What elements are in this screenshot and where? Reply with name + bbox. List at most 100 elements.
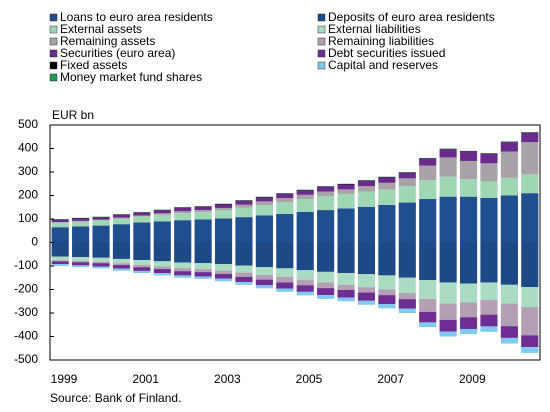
bar-segment — [255, 267, 273, 275]
legend-label: External assets — [60, 22, 142, 36]
bar-segment — [459, 283, 478, 303]
bar-segment — [255, 204, 273, 216]
y-tick-label: -500 — [14, 352, 38, 366]
bar-segment — [398, 242, 416, 278]
bar-segment — [480, 163, 498, 182]
bar-segment — [112, 217, 131, 219]
legend-swatch — [317, 61, 326, 70]
bar-segment — [214, 242, 233, 265]
legend-label: Remaining liabilities — [328, 34, 434, 48]
bar-segment — [521, 142, 539, 175]
bar-segment — [214, 270, 233, 274]
bar-segment — [296, 242, 314, 271]
bar-segment — [439, 149, 457, 158]
bar-segment — [500, 177, 518, 196]
bar-segment — [153, 221, 171, 243]
bar-segment — [500, 337, 518, 344]
bar-segment — [194, 272, 212, 277]
bar-segment — [398, 299, 416, 309]
x-tick-label: 2007 — [377, 372, 404, 386]
bar-segment — [255, 215, 273, 243]
bar-segment — [419, 280, 437, 299]
legend-label: Capital and reserves — [328, 58, 438, 72]
bar-segment — [439, 319, 457, 332]
legend-swatch — [317, 49, 326, 58]
bar-segment — [51, 227, 69, 243]
legend-swatch — [317, 37, 326, 46]
y-tick-label: 400 — [18, 141, 38, 155]
bar-segment — [92, 257, 110, 262]
bar-segment — [296, 270, 314, 280]
bar-segment — [133, 212, 151, 216]
bar-segment — [521, 193, 539, 243]
bar-segment — [92, 263, 110, 267]
bar-segment — [439, 282, 457, 304]
bar-segment — [459, 242, 478, 284]
bar-segment — [296, 285, 314, 292]
bar-segment — [296, 199, 314, 212]
bar-segment — [317, 186, 335, 192]
bar-segment — [112, 215, 131, 218]
bar-segment — [51, 222, 69, 228]
bar-segment — [398, 172, 416, 179]
bar-segment — [357, 300, 376, 305]
legend-label: Deposits of euro area residents — [328, 10, 495, 24]
bar-segment — [521, 347, 539, 353]
bar-segment — [439, 331, 457, 337]
bar-segment — [521, 132, 539, 143]
legend-label: Loans to euro area residents — [60, 10, 213, 24]
y-tick-label: 0 — [31, 235, 38, 249]
bar-segment — [480, 181, 498, 198]
bar-segment — [255, 274, 273, 280]
bar-segment — [235, 272, 253, 277]
bar-segment — [153, 213, 171, 215]
legend-swatch — [49, 25, 58, 34]
bar-segment — [439, 242, 457, 283]
x-tick-label: 2003 — [214, 372, 241, 386]
bar-segment — [194, 210, 212, 212]
bar-segment — [92, 266, 110, 269]
bar-segment — [235, 204, 253, 208]
bar-segment — [337, 193, 355, 209]
bar-segment — [521, 307, 539, 336]
bar-segment — [521, 174, 539, 194]
bar-segment — [317, 210, 335, 243]
bar-segment — [112, 224, 131, 243]
bar-segment — [51, 242, 69, 257]
bar-segment — [276, 282, 294, 289]
bar-segment — [194, 211, 212, 220]
bar-segment — [153, 266, 171, 270]
x-tick-label: 2001 — [132, 372, 159, 386]
bar-segment — [92, 225, 110, 243]
bar-segment — [112, 258, 131, 264]
bar-segment — [398, 178, 416, 187]
bar-segment — [133, 215, 151, 217]
bar-segment — [276, 242, 294, 269]
bar-segment — [174, 262, 192, 269]
bar-segment — [337, 184, 355, 190]
bar-segment — [255, 285, 273, 289]
bar-segment — [459, 160, 478, 180]
bar-segment — [112, 218, 131, 225]
bar-segment — [500, 195, 518, 243]
bar-segment — [214, 207, 233, 211]
legend-label: Fixed assets — [60, 58, 127, 72]
bar-segment — [255, 197, 273, 202]
bar-segment — [357, 186, 376, 192]
bar-segment — [194, 206, 212, 211]
bar-segment — [112, 265, 131, 269]
bar-segment — [133, 267, 151, 271]
bar-segment — [439, 176, 457, 197]
x-tick-label: 1999 — [51, 372, 78, 386]
x-tick-label: 2005 — [296, 372, 323, 386]
bar-segment — [378, 182, 396, 190]
y-tick-label: 200 — [18, 188, 38, 202]
bar-segment — [235, 200, 253, 205]
bar-segment — [214, 204, 233, 208]
bar-segment — [133, 216, 151, 223]
bar-segment — [419, 322, 437, 328]
bar-segment — [398, 308, 416, 313]
y-tick-label: -100 — [14, 258, 38, 272]
bar-segment — [419, 199, 437, 243]
bar-segment — [153, 273, 171, 276]
